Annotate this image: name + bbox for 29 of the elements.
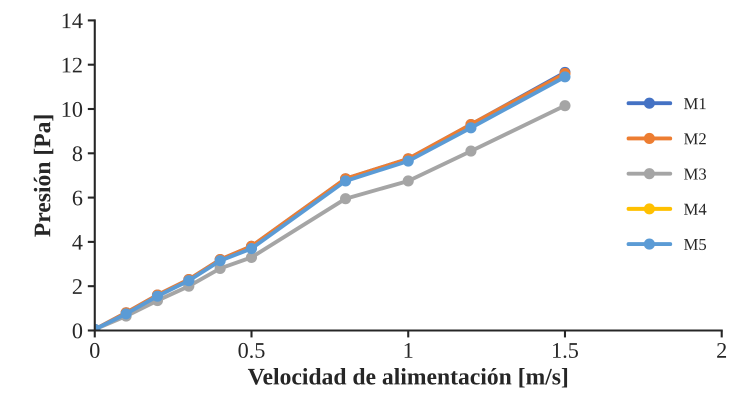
point bbox=[402, 175, 414, 187]
x-tick-label: 1 bbox=[404, 343, 412, 358]
legend-label: M5 bbox=[684, 239, 706, 250]
legend-label: M3 bbox=[684, 168, 706, 180]
y-tick-label: 12 bbox=[62, 58, 82, 72]
x-tick-label: 1.5 bbox=[553, 343, 578, 358]
point bbox=[559, 71, 571, 82]
x-axis-title: Velocidad de alimentación [m/s] bbox=[248, 368, 568, 388]
legend-label: M2 bbox=[684, 133, 706, 144]
y-tick-label: 4 bbox=[72, 234, 83, 250]
y-tick-label: 6 bbox=[72, 190, 82, 206]
point bbox=[340, 193, 352, 204]
y-tick-label: 8 bbox=[72, 146, 82, 162]
legend-label: M4 bbox=[684, 204, 706, 215]
point bbox=[559, 100, 571, 112]
point bbox=[465, 122, 476, 134]
y-tick-label: 2 bbox=[72, 279, 82, 294]
point bbox=[465, 146, 476, 157]
y-axis-title: Presión [Pa] bbox=[34, 115, 54, 237]
point bbox=[402, 155, 414, 167]
legend-label: M1 bbox=[684, 98, 706, 110]
y-tick-label: 10 bbox=[62, 102, 82, 117]
point bbox=[340, 175, 352, 187]
y-tick-label: 0 bbox=[72, 323, 82, 338]
x-tick-label: 0.5 bbox=[238, 342, 265, 358]
y-tick-label: 14 bbox=[62, 13, 83, 28]
x-tick-label: 0 bbox=[90, 342, 100, 358]
x-tick-label: 2 bbox=[717, 342, 726, 358]
point bbox=[246, 242, 258, 254]
